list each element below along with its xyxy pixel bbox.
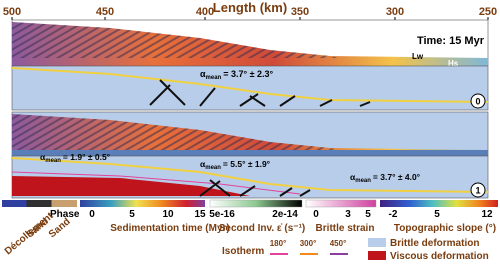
value: = 3.7° ± 4.0°: [373, 172, 421, 182]
deformation-label: Viscous deformation: [390, 251, 489, 262]
legend-title: Topographic slope (°): [394, 223, 496, 234]
legend-title: Second Inv. ε̇ (s⁻¹): [219, 223, 306, 234]
tick-label: 350: [291, 6, 309, 18]
colorbar-tick: 0: [89, 209, 95, 220]
shear-bands: [199, 179, 311, 197]
time-label: Time: 15 Myr: [417, 35, 485, 47]
layer-label: Hs: [448, 59, 459, 68]
slope-label: αmean = 1.9° ± 0.5°: [40, 152, 111, 164]
brittle-strain-colorbar: [305, 199, 377, 208]
colorbar-tick: 12: [481, 209, 493, 220]
deformation-label: Brittle deformation: [390, 238, 479, 249]
subscript: mean: [205, 165, 221, 171]
subscript: mean: [45, 158, 61, 164]
wedge-texture: [12, 114, 340, 150]
symbol: α: [200, 69, 206, 79]
basement: [12, 150, 488, 156]
value: = 5.5° ± 1.9°: [223, 159, 271, 169]
deformation-swatch: [368, 238, 386, 247]
isotherm-label: 300°: [300, 239, 317, 248]
panel: αmean = 1.9° ± 0.5° αmean = 5.5° ± 1.9° αm…: [11, 152, 489, 199]
panel: αmean = 3.7° ± 2.3° 0: [11, 65, 489, 111]
panel-id-circle: [470, 93, 486, 109]
value: = 3.7° ± 2.3°: [223, 69, 273, 79]
slope-label: αmean = 5.5° ± 1.9°: [200, 159, 271, 171]
colorbar-tick: 5: [365, 209, 371, 220]
isotherm: [11, 171, 301, 195]
value: = 1.9° ± 0.5°: [63, 152, 111, 162]
tick-label: 250: [479, 6, 497, 18]
legend-title: Brittle strain: [316, 223, 375, 234]
deformation-swatch: [368, 251, 386, 260]
slope-label: αmean = 3.7° ± 4.0°: [350, 172, 421, 184]
sedimentation-colorbar: [80, 200, 205, 207]
panel: [11, 111, 489, 157]
axis-title: Length (km): [213, 0, 287, 15]
subscript: mean: [206, 75, 222, 81]
colorbar-tick: -2: [389, 209, 398, 220]
symbol: α: [200, 159, 206, 169]
panel-id: 1: [475, 186, 480, 196]
shear-bands: [149, 79, 371, 107]
colorbar-tick: 5: [434, 209, 440, 220]
panel-id-circle: [470, 182, 486, 198]
phase-colorbar: [2, 200, 77, 207]
legend-title: Isotherm: [222, 246, 264, 257]
colorbar-ticks: 0 5 10 15 5e-16 2e-14 0 3 5 -2 5 12: [89, 209, 493, 220]
tick-label: 500: [3, 6, 21, 18]
legend-title: Phase: [50, 209, 80, 220]
slope-colorbar: [380, 200, 498, 207]
isotherm-label: 450°: [330, 239, 347, 248]
symbol: α: [40, 152, 46, 162]
panel-id: 0: [475, 97, 480, 107]
subscript: mean: [355, 178, 371, 184]
isotherm-legend: 180° 300° 450°: [270, 239, 348, 255]
tick-label: 450: [96, 6, 114, 18]
strain-rate-colorbar: [209, 199, 303, 208]
colorbar-tick: 10: [162, 209, 174, 220]
panel: Time: 15 Myr Lw Hs: [11, 19, 489, 68]
colorbar-tick: 0: [313, 209, 319, 220]
isotherm-label: 180°: [270, 239, 287, 248]
colorbar-tick: 3: [345, 209, 351, 220]
axis-ticks: 500 450 400 350 300 250: [3, 6, 497, 20]
topography: [11, 67, 489, 103]
slope-label: αmean = 3.7° ± 2.3°: [200, 69, 274, 81]
colorbar-tick: 15: [194, 209, 206, 220]
legend-title: Sedimentation time (Myr): [110, 223, 229, 234]
deformation-legend: Brittle deformation Viscous deformation: [368, 238, 489, 262]
colorbar-tick: 2e-14: [272, 209, 298, 220]
tick-label: 400: [196, 6, 214, 18]
tick-label: 300: [386, 6, 404, 18]
colorbar-tick: 5e-16: [209, 209, 235, 220]
viscous-zone: [12, 176, 250, 196]
wedge-texture: [12, 22, 340, 58]
symbol: α: [350, 172, 356, 182]
layer-label: Lw: [412, 52, 424, 61]
topography: [11, 157, 489, 193]
colorbar-tick: 5: [129, 209, 135, 220]
